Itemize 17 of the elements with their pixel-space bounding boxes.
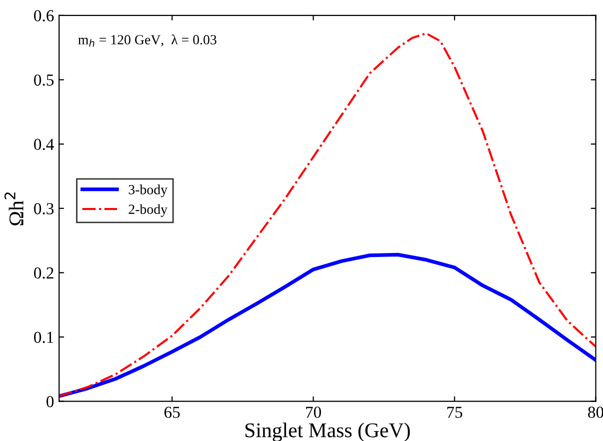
- y-axis-title: Ωh$^{2}$: [4, 192, 24, 226]
- x-tick-label: 80: [588, 406, 603, 418]
- x-tick-label: 70: [306, 406, 322, 418]
- x-tick-label: 65: [164, 406, 180, 418]
- y-tick-label: 0: [46, 396, 54, 408]
- line-series: [59, 32, 596, 398]
- y-tick-label: 0.4: [34, 138, 54, 150]
- y-tick-label: 0.6: [34, 10, 54, 22]
- line-series: [59, 252, 596, 398]
- x-tick-label: 75: [447, 406, 462, 418]
- y-tick-label: 0.1: [34, 332, 54, 344]
- y-tick-label: 0.2: [34, 267, 54, 279]
- annotation: m$_{h}$ = 120 GeV, λ = 0.03: [78, 34, 216, 47]
- legend-label: 3-body: [128, 184, 168, 198]
- y-tick-label: 0.5: [34, 74, 54, 86]
- legend-label: 2-body: [128, 204, 168, 217]
- y-tick-label: 0.3: [34, 203, 54, 214]
